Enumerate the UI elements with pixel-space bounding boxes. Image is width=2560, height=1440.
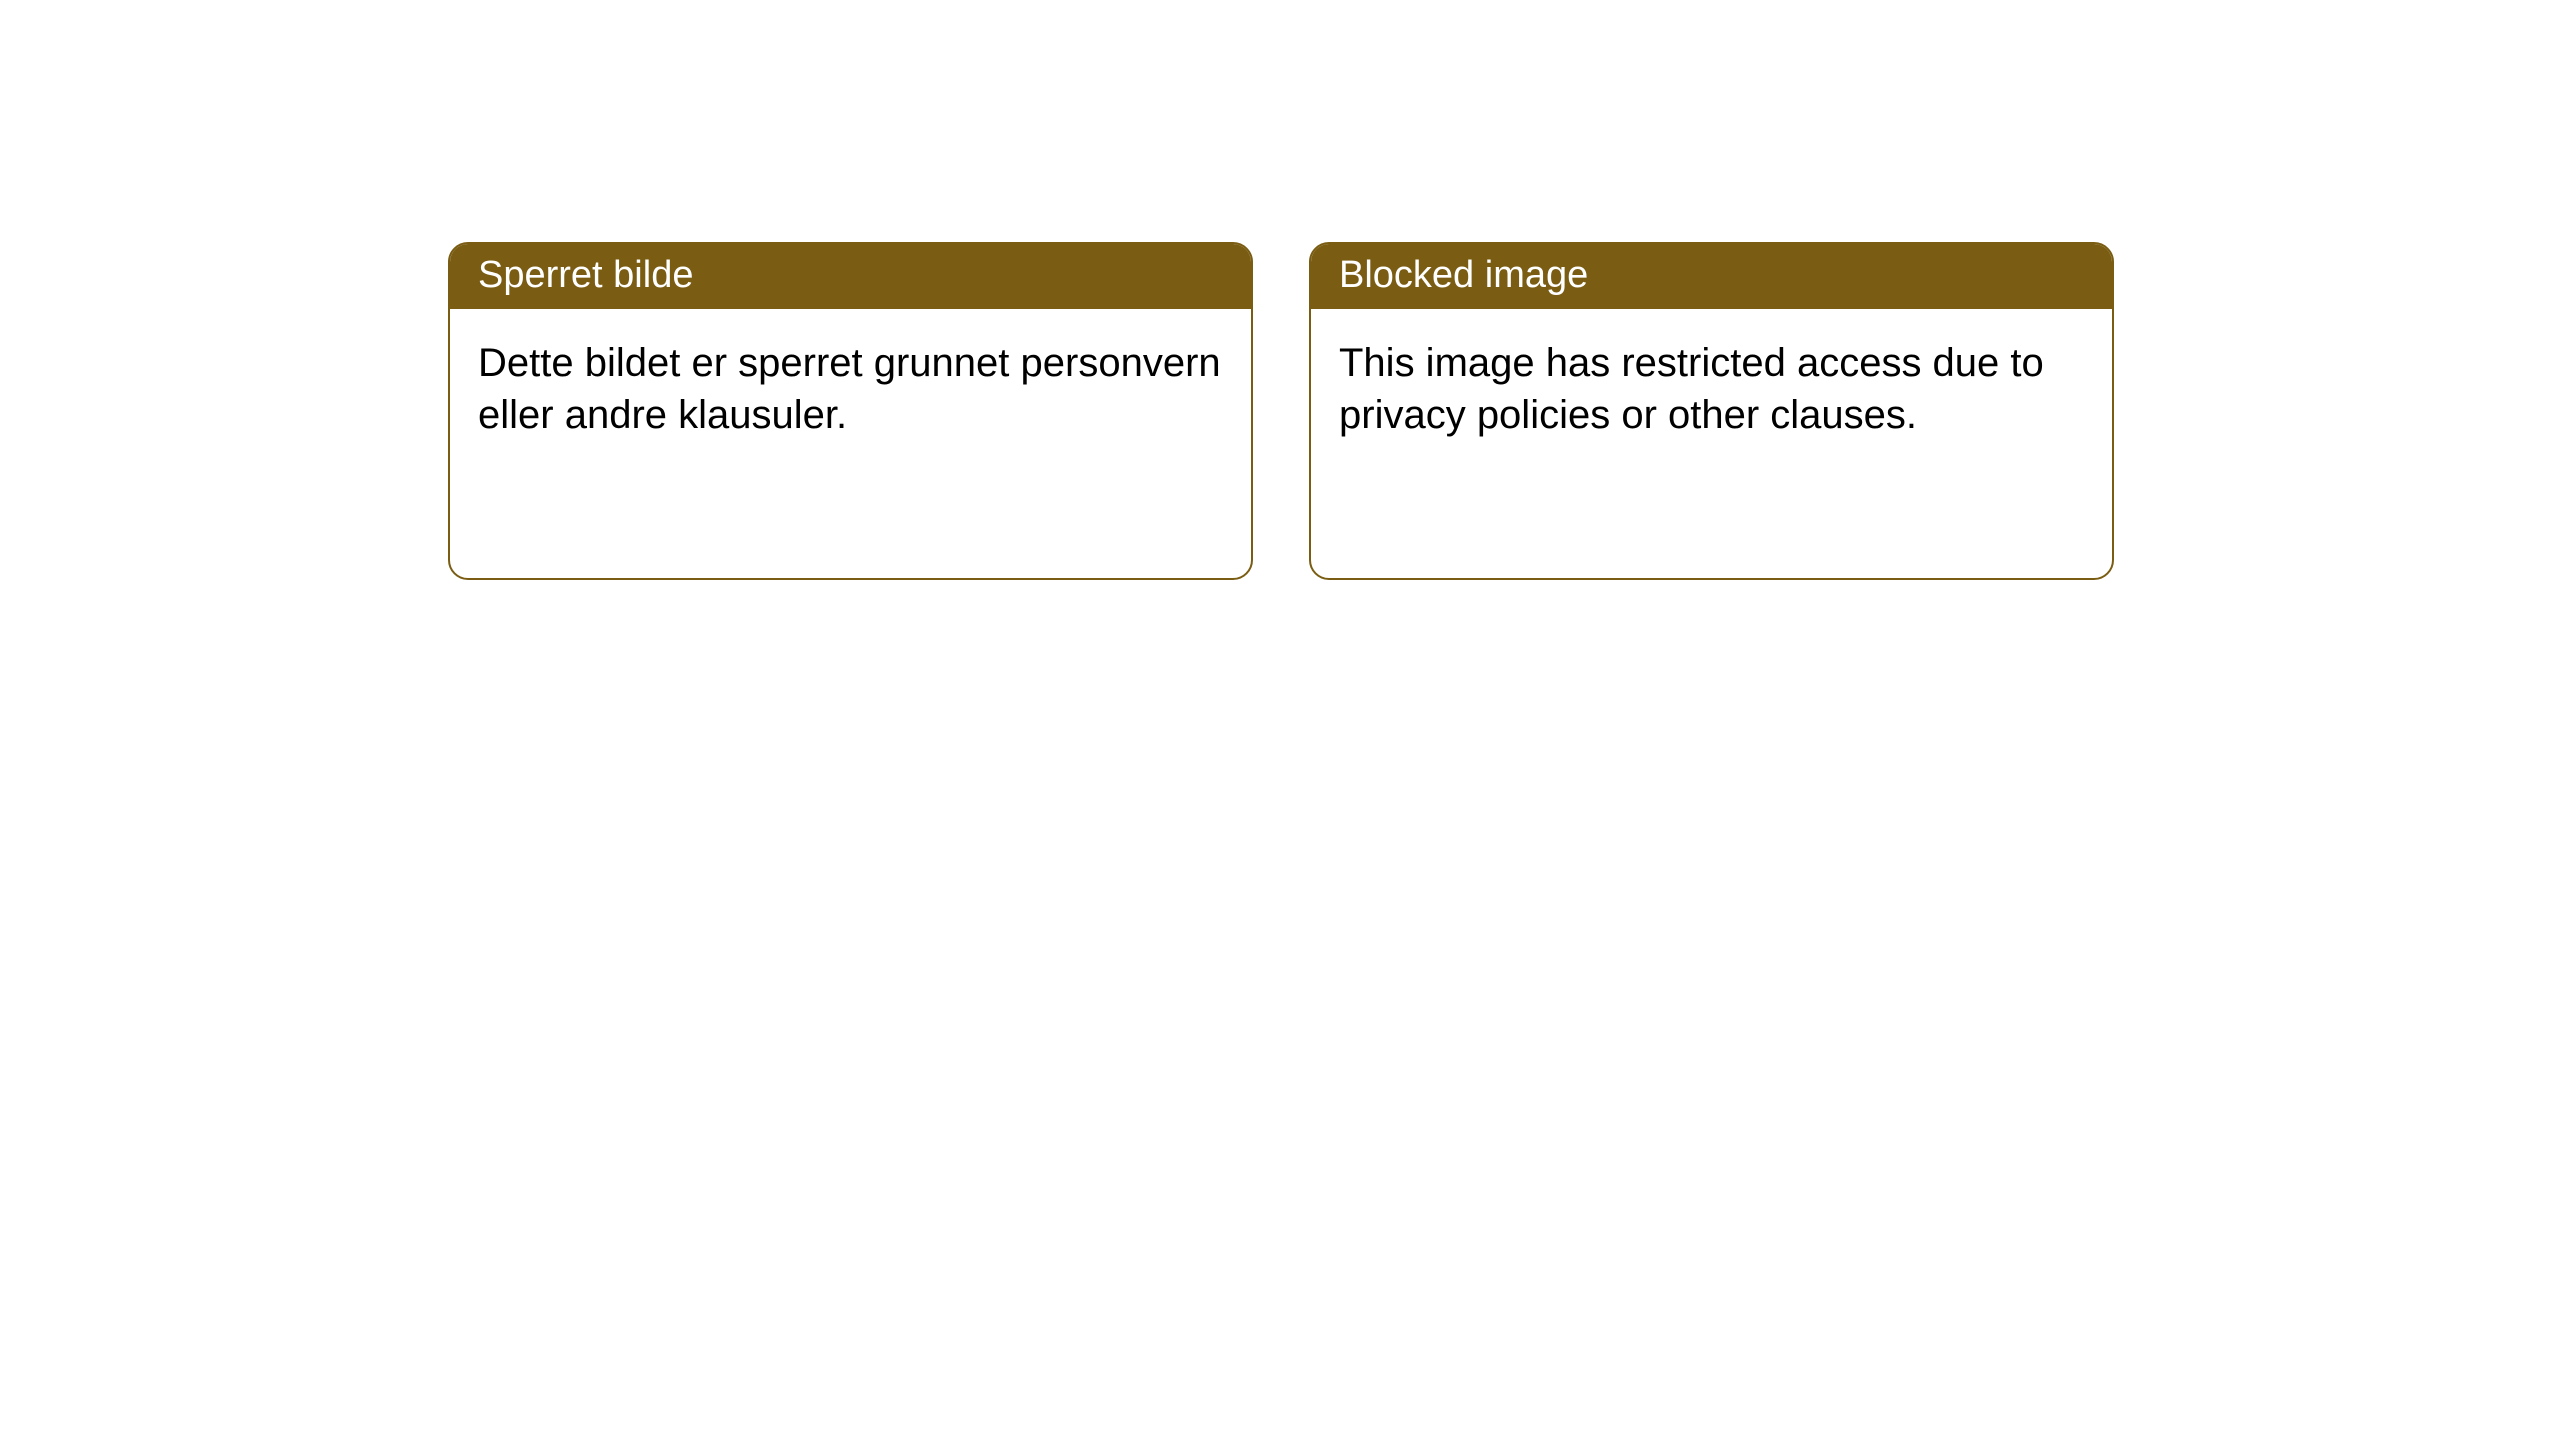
notice-body-english: This image has restricted access due to … [1311,309,2112,469]
notice-header-english: Blocked image [1311,244,2112,309]
notice-body-norwegian: Dette bildet er sperret grunnet personve… [450,309,1251,469]
notice-text-english: This image has restricted access due to … [1339,341,2044,437]
notice-header-norwegian: Sperret bilde [450,244,1251,309]
notice-card-norwegian: Sperret bilde Dette bildet er sperret gr… [448,242,1253,580]
notice-title-english: Blocked image [1339,254,1588,296]
notice-container: Sperret bilde Dette bildet er sperret gr… [448,242,2114,580]
notice-text-norwegian: Dette bildet er sperret grunnet personve… [478,341,1221,437]
notice-card-english: Blocked image This image has restricted … [1309,242,2114,580]
notice-title-norwegian: Sperret bilde [478,254,693,296]
